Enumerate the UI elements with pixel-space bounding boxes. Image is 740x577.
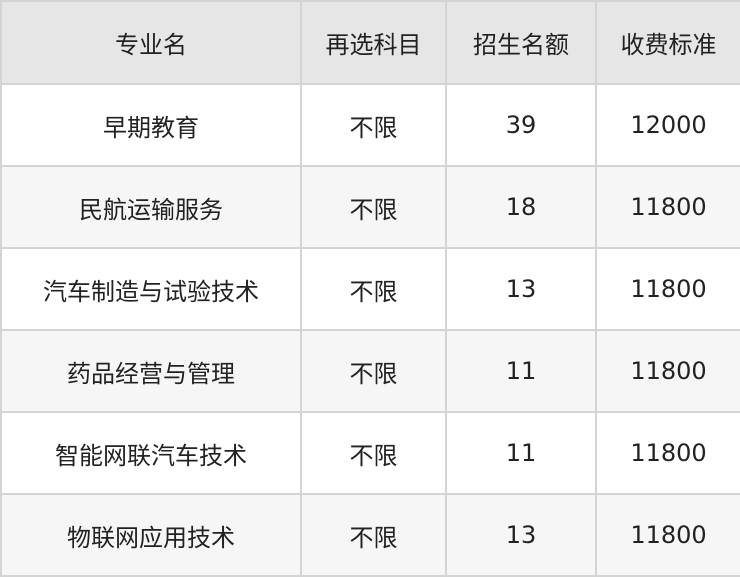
cell-fee: 11800 xyxy=(595,165,740,249)
cell-subjects: 不限 xyxy=(300,247,447,331)
cell-quota: 11 xyxy=(445,411,597,495)
cell-quota: 13 xyxy=(445,493,597,577)
header-fee: 收费标准 xyxy=(595,0,740,85)
cell-quota: 39 xyxy=(445,83,597,167)
table-row: 药品经营与管理 不限 11 11800 xyxy=(0,329,740,413)
cell-fee: 11800 xyxy=(595,493,740,577)
cell-subjects: 不限 xyxy=(300,329,447,413)
cell-subjects: 不限 xyxy=(300,493,447,577)
cell-fee: 12000 xyxy=(595,83,740,167)
cell-quota: 11 xyxy=(445,329,597,413)
header-row: 专业名 再选科目 招生名额 收费标准 xyxy=(0,0,740,85)
cell-major: 物联网应用技术 xyxy=(0,493,302,577)
cell-quota: 18 xyxy=(445,165,597,249)
cell-major: 智能网联汽车技术 xyxy=(0,411,302,495)
cell-major: 药品经营与管理 xyxy=(0,329,302,413)
cell-major: 早期教育 xyxy=(0,83,302,167)
header-subjects: 再选科目 xyxy=(300,0,447,85)
cell-fee: 11800 xyxy=(595,247,740,331)
cell-quota: 13 xyxy=(445,247,597,331)
cell-fee: 11800 xyxy=(595,329,740,413)
table-row: 汽车制造与试验技术 不限 13 11800 xyxy=(0,247,740,331)
cell-major: 民航运输服务 xyxy=(0,165,302,249)
table-row: 物联网应用技术 不限 13 11800 xyxy=(0,493,740,577)
cell-subjects: 不限 xyxy=(300,83,447,167)
cell-subjects: 不限 xyxy=(300,411,447,495)
cell-fee: 11800 xyxy=(595,411,740,495)
header-quota: 招生名额 xyxy=(445,0,597,85)
header-major: 专业名 xyxy=(0,0,302,85)
table-row: 智能网联汽车技术 不限 11 11800 xyxy=(0,411,740,495)
table-row: 早期教育 不限 39 12000 xyxy=(0,83,740,167)
cell-major: 汽车制造与试验技术 xyxy=(0,247,302,331)
table-row: 民航运输服务 不限 18 11800 xyxy=(0,165,740,249)
cell-subjects: 不限 xyxy=(300,165,447,249)
